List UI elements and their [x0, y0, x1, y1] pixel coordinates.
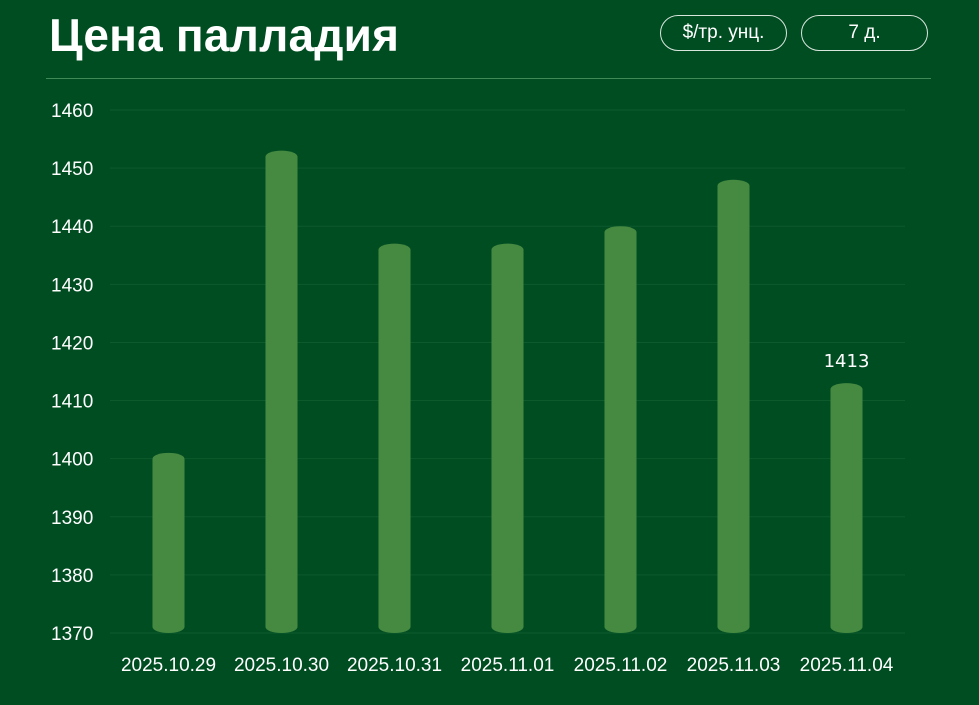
y-tick-label: 1410 — [51, 392, 93, 413]
x-tick-label: 2025.10.29 — [121, 655, 216, 676]
bar — [265, 150, 298, 633]
y-tick-label: 1380 — [51, 566, 93, 587]
page-title: Цена палладия — [49, 9, 400, 61]
x-tick-label: 2025.11.01 — [461, 655, 555, 676]
bar — [717, 179, 750, 633]
bar — [491, 243, 524, 633]
y-tick-label: 1460 — [51, 101, 93, 122]
x-tick-label: 2025.10.30 — [234, 655, 329, 676]
y-tick-label: 1450 — [51, 159, 93, 180]
y-tick-label: 1430 — [51, 275, 93, 296]
y-tick-label: 1370 — [51, 624, 93, 645]
bar — [830, 383, 863, 633]
bar — [152, 452, 185, 633]
x-tick-label: 2025.11.03 — [687, 655, 781, 676]
y-tick-label: 1400 — [51, 450, 93, 471]
data-label: 1413 — [824, 351, 870, 372]
x-tick-label: 2025.11.02 — [574, 655, 668, 676]
y-tick-label: 1440 — [51, 217, 93, 238]
y-tick-label: 1420 — [51, 333, 93, 354]
bar — [378, 243, 411, 633]
y-tick-label: 1390 — [51, 508, 93, 529]
x-tick-label: 2025.10.31 — [347, 655, 442, 676]
time-range-button[interactable]: 7 д. — [801, 15, 928, 51]
bar — [604, 226, 637, 633]
header-divider — [46, 78, 931, 79]
x-tick-label: 2025.11.04 — [800, 655, 894, 676]
unit-selector-button[interactable]: $/тр. унц. — [660, 15, 787, 51]
